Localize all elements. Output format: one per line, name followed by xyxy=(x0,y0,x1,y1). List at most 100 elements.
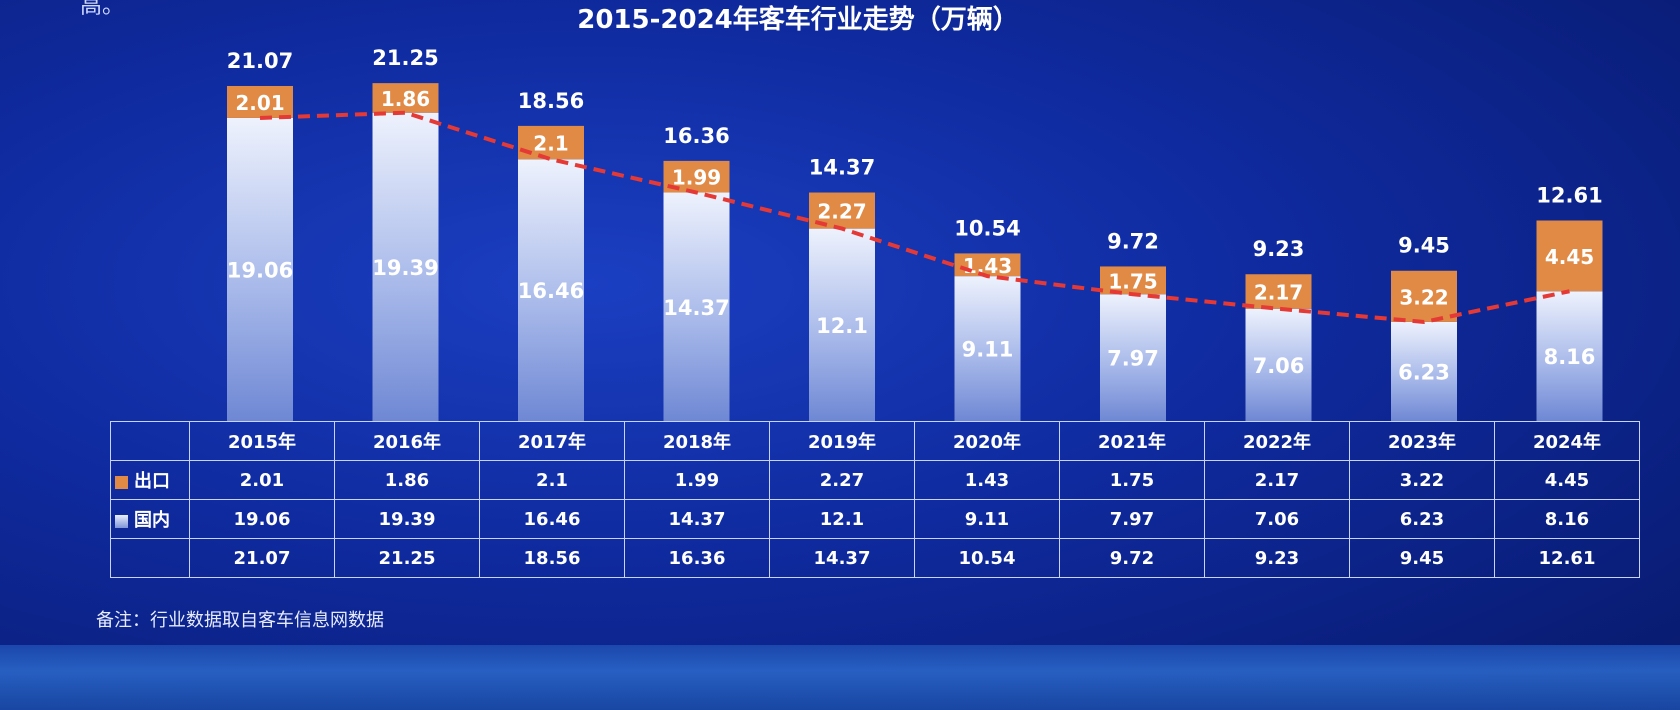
table-cell: 16.46 xyxy=(479,499,625,539)
export-label: 2.1 xyxy=(533,132,568,156)
footnote: 备注：行业数据取自客车信息网数据 xyxy=(96,610,384,631)
bar-export xyxy=(1391,270,1457,322)
export-label: 1.75 xyxy=(1108,269,1157,293)
table-cell: 1.43 xyxy=(914,460,1060,500)
table-cell: 2.27 xyxy=(769,460,915,500)
table-cell: 9.45 xyxy=(1349,538,1495,578)
corner-text: 高。 xyxy=(80,0,125,19)
bar-export xyxy=(1536,220,1603,292)
export-label: 1.43 xyxy=(963,254,1012,278)
table-cell: 14.37 xyxy=(624,499,770,539)
bar-domestic xyxy=(1245,308,1312,421)
bar-export xyxy=(227,85,293,118)
table-row-label xyxy=(110,538,190,578)
total-label: 10.54 xyxy=(954,216,1020,240)
export-label: 2.01 xyxy=(235,91,284,115)
total-label: 21.07 xyxy=(227,49,293,73)
bottom-decor-band xyxy=(0,645,1680,710)
domestic-label: 16.46 xyxy=(518,279,584,303)
table-header-cell: 2020年 xyxy=(914,421,1060,461)
table-row: 出口 2.01 1.86 2.1 1.99 2.27 1.43 1.75 2.17 3.22 4.4… xyxy=(110,460,1640,500)
total-label: 9.23 xyxy=(1253,237,1305,261)
table-cell: 19.39 xyxy=(334,499,480,539)
table-header-cell: 2024年 xyxy=(1494,421,1640,461)
table-header-cell: 2022年 xyxy=(1204,421,1350,461)
table-cell: 10.54 xyxy=(914,538,1060,578)
table-cell: 3.22 xyxy=(1349,460,1495,500)
bar-export xyxy=(372,83,439,113)
domestic-label: 6.23 xyxy=(1398,360,1450,384)
table-cell: 2.1 xyxy=(479,460,625,500)
domestic-label: 9.11 xyxy=(962,338,1014,362)
table-cell: 7.06 xyxy=(1204,499,1350,539)
legend-swatch xyxy=(115,475,128,489)
table-cell: 9.23 xyxy=(1204,538,1350,578)
bar-domestic xyxy=(663,192,730,421)
total-label: 9.72 xyxy=(1107,229,1159,253)
table-header-cell: 2023年 xyxy=(1349,421,1495,461)
table-row: 21.07 21.25 18.56 16.36 14.37 10.54 9.72 9.23 9.… xyxy=(110,538,1640,578)
table-header-cell: 2021年 xyxy=(1059,421,1205,461)
table-row: 国内 19.06 19.39 16.46 14.37 12.1 9.11 7.97 7.06 6.… xyxy=(110,499,1640,539)
table-cell: 6.23 xyxy=(1349,499,1495,539)
table-cell: 7.97 xyxy=(1059,499,1205,539)
table-cell: 8.16 xyxy=(1494,499,1640,539)
table-cell: 14.37 xyxy=(769,538,915,578)
legend-label: 出口 xyxy=(134,471,170,492)
total-label: 18.56 xyxy=(518,89,584,113)
table-corner-cell xyxy=(110,421,190,461)
domestic-label: 12.1 xyxy=(816,314,868,338)
table-cell: 12.1 xyxy=(769,499,915,539)
table-cell: 18.56 xyxy=(479,538,625,578)
total-label: 12.61 xyxy=(1536,184,1602,208)
table-header-cell: 2019年 xyxy=(769,421,915,461)
table-cell: 21.25 xyxy=(334,538,480,578)
export-label: 2.27 xyxy=(817,200,866,224)
bars-group xyxy=(227,83,1603,422)
table-header-cell: 2017年 xyxy=(479,421,625,461)
export-label: 1.86 xyxy=(381,87,430,111)
table-header-cell: 2016年 xyxy=(334,421,480,461)
table-cell: 2.17 xyxy=(1204,460,1350,500)
export-label: 3.22 xyxy=(1399,285,1448,309)
data-table: 2015年 2016年 2017年 2018年 2019年 2020年 2021年 2022年… xyxy=(110,421,1640,578)
bar-domestic xyxy=(227,117,293,422)
export-label: 1.99 xyxy=(672,166,721,190)
table-cell: 1.75 xyxy=(1059,460,1205,500)
domestic-label: 14.37 xyxy=(663,296,729,320)
export-label: 4.45 xyxy=(1545,245,1594,269)
chart-title: 2015-2024年客车行业走势（万辆） xyxy=(577,4,1019,35)
table-header-cell: 2015年 xyxy=(189,421,335,461)
table-cell: 9.11 xyxy=(914,499,1060,539)
table-row-label: 国内 xyxy=(110,499,190,539)
table-cell: 4.45 xyxy=(1494,460,1640,500)
total-label: 9.45 xyxy=(1398,234,1450,258)
export-label: 2.17 xyxy=(1254,280,1303,304)
domestic-label: 19.39 xyxy=(372,256,438,280)
domestic-label: 19.06 xyxy=(227,258,293,282)
bar-domestic xyxy=(518,159,584,421)
table-header-cell: 2018年 xyxy=(624,421,770,461)
table-cell: 21.07 xyxy=(189,538,335,578)
bar-export xyxy=(1245,274,1312,309)
bar-domestic xyxy=(954,276,1021,421)
total-label: 21.25 xyxy=(372,46,438,70)
table-cell: 19.06 xyxy=(189,499,335,539)
bar-domestic xyxy=(809,228,875,421)
table-cell: 12.61 xyxy=(1494,538,1640,578)
trend-line xyxy=(259,110,1570,324)
table-cell: 16.36 xyxy=(624,538,770,578)
legend-swatch xyxy=(115,514,128,528)
bar-domestic xyxy=(372,112,439,421)
table-header-row: 2015年 2016年 2017年 2018年 2019年 2020年 2021年 2022年… xyxy=(110,421,1640,461)
legend-label: 国内 xyxy=(134,510,170,531)
bar-domestic xyxy=(1536,291,1603,421)
domestic-label: 7.97 xyxy=(1107,347,1159,371)
table-row-label: 出口 xyxy=(110,460,190,500)
table-cell: 9.72 xyxy=(1059,538,1205,578)
total-label: 14.37 xyxy=(809,156,875,180)
bar-domestic xyxy=(1391,321,1457,421)
table-cell: 1.86 xyxy=(334,460,480,500)
total-label: 16.36 xyxy=(663,124,729,148)
